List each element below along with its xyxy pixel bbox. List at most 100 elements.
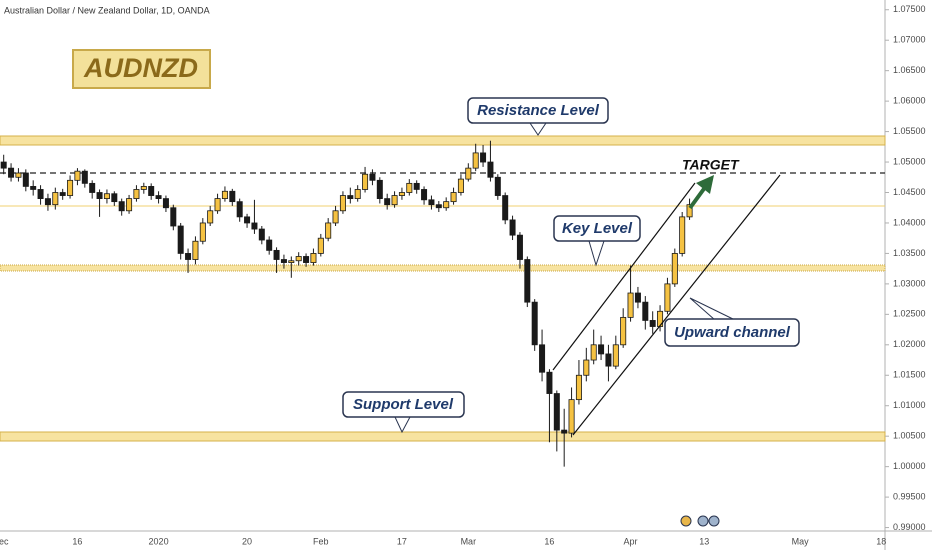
candle-body <box>214 198 221 212</box>
candle-body <box>74 170 81 181</box>
candle-body <box>516 234 523 260</box>
candle-body <box>627 292 634 318</box>
candles <box>0 140 693 467</box>
event-icon[interactable] <box>708 515 720 527</box>
candle-body <box>502 195 509 221</box>
candle-body <box>317 237 324 254</box>
candle-body <box>15 172 22 178</box>
candle-body <box>44 198 51 206</box>
candle-body <box>236 201 243 218</box>
candle-body <box>52 192 59 206</box>
y-tick-label: 1.03500 <box>893 248 926 258</box>
candle-body <box>384 198 391 206</box>
candle-body <box>575 374 582 401</box>
candle-body <box>362 173 369 190</box>
event-icon[interactable] <box>680 515 692 527</box>
candle-body <box>443 201 450 209</box>
y-tick-label: 1.02000 <box>893 339 926 349</box>
candle-body <box>413 182 420 190</box>
candle-body <box>568 399 575 434</box>
chart-header: Australian Dollar / New Zealand Dollar, … <box>4 5 210 15</box>
target-label: TARGET <box>682 157 740 173</box>
candle-body <box>472 152 479 169</box>
candle-body <box>303 256 310 263</box>
x-tick-label: 2020 <box>149 536 169 546</box>
callout-pointer <box>529 122 547 136</box>
y-tick-label: 1.03000 <box>893 278 926 288</box>
candle-body <box>583 359 590 376</box>
candle-body <box>126 198 133 212</box>
candle-body <box>30 186 37 190</box>
candle-body <box>634 292 641 303</box>
callout-box <box>342 391 465 418</box>
y-tick-label: 1.04500 <box>893 187 926 197</box>
candle-body <box>509 219 516 236</box>
candle-body <box>664 283 671 312</box>
candle-body <box>22 172 29 187</box>
event-icon[interactable] <box>697 515 709 527</box>
candle-body <box>649 320 656 327</box>
y-tick-label: 1.00500 <box>893 431 926 441</box>
candle-body <box>605 353 612 367</box>
resistance-zone <box>0 135 886 146</box>
candle-body <box>391 195 398 206</box>
resistance-label: Resistance Level <box>477 102 600 119</box>
candle-body <box>37 189 44 199</box>
candle-body <box>310 253 317 263</box>
candle-body <box>288 260 295 263</box>
candle-body <box>561 429 568 434</box>
candle-body <box>369 173 376 181</box>
candle-body <box>524 259 531 303</box>
candle-body <box>620 316 627 346</box>
candle-body <box>539 344 546 373</box>
candle-body <box>671 253 678 285</box>
candle-body <box>465 167 472 180</box>
candle-body <box>686 204 693 218</box>
candle-body <box>133 189 140 199</box>
symbol-label: AUDNZD <box>83 53 198 83</box>
target-arrow-head <box>696 175 714 194</box>
candle-body <box>258 228 265 241</box>
support-zone <box>0 431 886 442</box>
candle-body <box>111 193 118 203</box>
y-tick-label: 1.04000 <box>893 217 926 227</box>
channel-upper <box>552 182 696 371</box>
callout-box <box>664 318 800 347</box>
candle-body <box>170 207 177 227</box>
x-tick-label: 20 <box>242 536 252 546</box>
candle-body <box>96 192 103 199</box>
channel-label: Upward channel <box>674 324 791 341</box>
candle-body <box>339 195 346 212</box>
key-label: Key Level <box>562 220 633 237</box>
support-label: Support Level <box>353 396 454 413</box>
candle-body <box>553 393 560 431</box>
x-tick-label: ec <box>0 536 9 546</box>
candle-body <box>273 249 280 260</box>
candle-body <box>428 199 435 206</box>
key-zone <box>0 264 886 272</box>
candle-body <box>531 301 538 346</box>
x-tick-label: 17 <box>397 536 407 546</box>
candle-body <box>546 371 553 394</box>
y-tick-label: 1.02500 <box>893 309 926 319</box>
candle-body <box>590 344 597 361</box>
candle-body <box>598 344 605 355</box>
callout-pointer <box>394 416 411 434</box>
candle-body <box>266 239 273 251</box>
candle-body <box>140 186 147 190</box>
callout-box <box>467 97 609 124</box>
x-tick-label: 16 <box>544 536 554 546</box>
candle-body <box>295 256 302 262</box>
x-tick-label: Apr <box>624 536 638 546</box>
y-tick-label: 1.05500 <box>893 126 926 136</box>
candle-body <box>457 178 464 193</box>
candle-body <box>103 193 110 199</box>
candle-body <box>376 179 383 199</box>
y-tick-label: 0.99000 <box>893 522 926 532</box>
candle-body <box>59 192 66 196</box>
candle-body <box>251 222 258 230</box>
candle-body <box>185 253 192 260</box>
candle-body <box>679 216 686 254</box>
